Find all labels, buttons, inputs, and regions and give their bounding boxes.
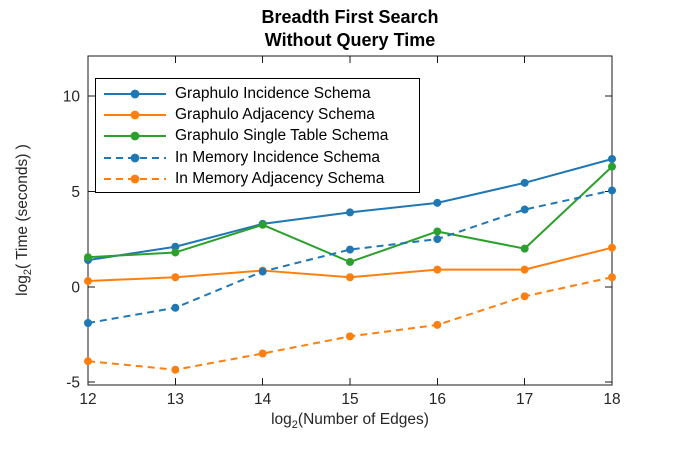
- legend-label: Graphulo Single Table Schema: [175, 127, 389, 145]
- legend-item-1: Graphulo Adjacency Schema: [96, 104, 419, 125]
- chart-title-line2: Without Query Time: [264, 30, 436, 50]
- legend-label: In Memory Incidence Schema: [175, 148, 381, 166]
- y-axis-label-text: ( Time (seconds) ): [13, 144, 31, 270]
- legend-marker-icon: [130, 89, 140, 99]
- y-tick-label: 5: [71, 184, 80, 201]
- data-point-series-1: [171, 273, 180, 282]
- data-point-series-4: [346, 332, 354, 341]
- data-point-series-4: [520, 292, 529, 301]
- legend: Graphulo Incidence Schema Graphulo Adjace…: [95, 78, 420, 193]
- x-tick-label: 18: [603, 391, 620, 408]
- data-point-series-0: [433, 198, 442, 207]
- legend-line-sample: [104, 174, 166, 184]
- x-axis-label: log2(Number of Edges): [88, 411, 612, 431]
- x-tick-label: 16: [429, 391, 446, 408]
- legend-line-sample: [104, 132, 166, 141]
- legend-marker-icon: [130, 110, 140, 120]
- data-point-series-3: [346, 245, 354, 254]
- chart-title-line1: Breadth First Search: [261, 7, 439, 27]
- y-axis-label-text: log: [13, 275, 31, 296]
- data-point-series-1: [346, 273, 354, 282]
- legend-line-sample: [104, 89, 166, 99]
- legend-marker-icon: [130, 132, 140, 141]
- data-point-series-0: [520, 178, 529, 187]
- legend-item-2: Graphulo Single Table Schema: [96, 126, 419, 147]
- legend-marker-icon: [130, 174, 140, 184]
- data-point-series-3: [608, 186, 616, 195]
- legend-item-0: Graphulo Incidence Schema: [96, 83, 419, 104]
- data-point-series-4: [608, 273, 616, 282]
- data-point-series-2: [171, 248, 180, 257]
- data-point-series-2: [520, 244, 529, 253]
- data-point-series-4: [433, 320, 442, 329]
- y-tick-label: 10: [63, 89, 81, 106]
- y-tick-label: -5: [66, 375, 80, 392]
- legend-item-4: In Memory Adjacency Schema: [96, 169, 419, 190]
- legend-label: In Memory Adjacency Schema: [175, 170, 385, 188]
- data-point-series-4: [258, 349, 267, 358]
- data-point-series-3: [258, 267, 267, 276]
- x-axis-label-text: log: [271, 411, 292, 428]
- data-point-series-3: [433, 235, 442, 244]
- data-point-series-3: [84, 319, 92, 328]
- data-point-series-0: [171, 242, 180, 251]
- data-point-series-2: [608, 162, 616, 171]
- data-point-series-0: [346, 208, 354, 217]
- legend-item-3: In Memory Incidence Schema: [96, 147, 419, 168]
- x-axis-label-text: (Number of Edges): [297, 411, 429, 428]
- data-point-series-4: [171, 365, 180, 374]
- legend-line-sample: [104, 153, 166, 163]
- legend-label: Graphulo Adjacency Schema: [175, 106, 375, 124]
- data-point-series-1: [433, 265, 442, 274]
- chart-title: Breadth First Search Without Query Time: [88, 6, 612, 52]
- y-axis-label-subscript: 2: [22, 269, 35, 276]
- data-point-series-3: [520, 205, 529, 214]
- y-tick-label: 0: [71, 279, 80, 296]
- data-point-series-1: [608, 243, 616, 252]
- data-point-series-2: [433, 227, 442, 236]
- data-point-series-2: [84, 253, 92, 262]
- x-tick-label: 15: [341, 391, 358, 408]
- x-tick-label: 13: [167, 391, 184, 408]
- x-axis-label-subscript: 2: [291, 419, 298, 432]
- data-point-series-2: [258, 220, 267, 229]
- x-tick-label: 12: [79, 391, 96, 408]
- data-point-series-1: [84, 277, 92, 286]
- data-point-series-4: [84, 357, 92, 366]
- legend-label: Graphulo Incidence Schema: [175, 84, 371, 102]
- data-point-series-0: [608, 154, 616, 163]
- data-point-series-2: [346, 257, 354, 266]
- legend-marker-icon: [130, 153, 140, 163]
- series-line-4: [87, 276, 613, 371]
- data-point-series-3: [171, 303, 180, 312]
- x-tick-label: 14: [254, 391, 272, 408]
- data-point-series-1: [520, 265, 529, 274]
- x-tick-label: 17: [516, 391, 533, 408]
- legend-line-sample: [104, 110, 166, 120]
- y-axis-label: log2( Time (seconds) ): [14, 144, 34, 296]
